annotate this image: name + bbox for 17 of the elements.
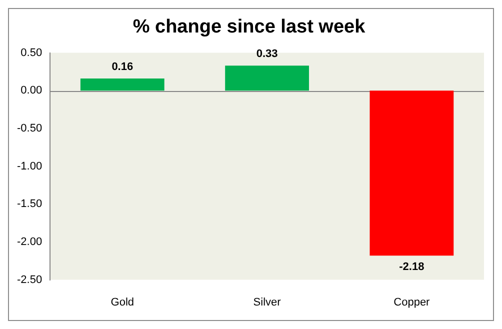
x-tick-label: Silver	[253, 296, 282, 308]
bar	[225, 66, 309, 91]
y-tick-label: -2.00	[16, 236, 42, 248]
x-tick-label: Gold	[110, 296, 134, 308]
data-label: 0.16	[112, 61, 134, 74]
bar	[80, 78, 164, 91]
y-tick-label: 0.50	[20, 46, 42, 59]
x-tick-label: Copper	[394, 296, 430, 308]
y-tick-label: -1.50	[16, 198, 42, 210]
bar	[370, 90, 454, 256]
y-tick-label: -2.50	[16, 274, 42, 286]
data-label: 0.33	[256, 48, 278, 60]
chart-title: % change since last week	[132, 16, 366, 38]
y-tick-label: -0.50	[16, 122, 42, 134]
y-tick-label: 0.00	[20, 84, 42, 97]
data-label: -2.18	[399, 261, 424, 274]
y-tick-label: -1.00	[16, 160, 42, 172]
